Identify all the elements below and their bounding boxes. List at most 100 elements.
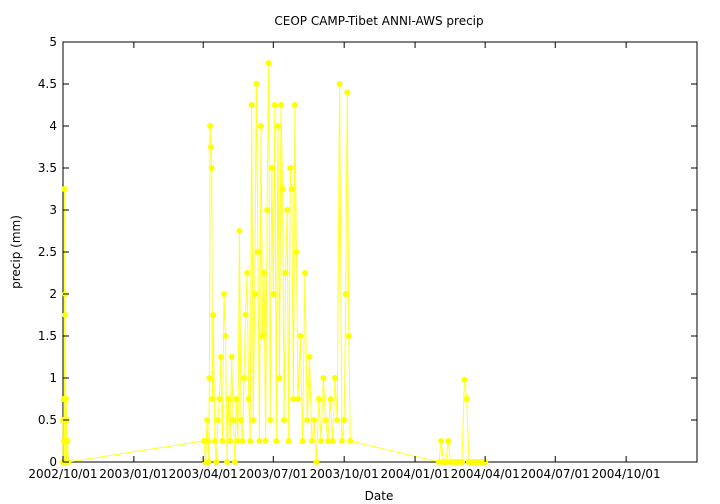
data-point — [278, 102, 284, 108]
data-point — [230, 417, 237, 423]
data-point — [248, 102, 255, 108]
data-point — [221, 291, 227, 297]
data-point — [284, 207, 291, 213]
data-point — [204, 438, 211, 444]
data-point — [250, 417, 257, 423]
x-tick-label: 2003/04/01 — [169, 467, 238, 481]
data-point — [213, 459, 220, 465]
data-point — [327, 396, 334, 402]
data-point — [322, 417, 329, 423]
x-tick-label: 2004/04/01 — [451, 467, 520, 481]
y-tick-label: 5 — [49, 35, 57, 49]
data-point — [331, 375, 338, 381]
data-point — [209, 396, 216, 402]
y-tick-label: 0 — [49, 455, 57, 469]
data-point — [233, 396, 240, 402]
data-point — [245, 396, 252, 402]
data-point — [320, 375, 327, 381]
data-point — [287, 165, 294, 171]
data-point — [62, 312, 69, 318]
data-point — [204, 417, 211, 423]
data-point — [297, 333, 304, 339]
data-point — [282, 270, 289, 276]
data-point — [273, 438, 280, 444]
plot-border — [62, 41, 698, 463]
data-point — [206, 375, 213, 381]
y-tick-label: 0.5 — [38, 413, 57, 427]
data-point — [224, 459, 231, 465]
data-point — [274, 123, 281, 129]
data-point — [264, 207, 271, 213]
data-point — [205, 459, 212, 465]
y-tick-label: 4.5 — [38, 77, 57, 91]
data-point — [208, 165, 215, 171]
data-point — [251, 291, 258, 297]
y-tick-label: 3.5 — [38, 161, 57, 175]
data-point — [228, 354, 235, 360]
data-point — [285, 438, 292, 444]
data-point — [325, 438, 331, 444]
data-point — [329, 438, 336, 444]
data-point — [236, 228, 243, 234]
data-point — [258, 123, 264, 129]
data-point — [291, 102, 298, 108]
data-point — [438, 438, 445, 444]
data-point — [290, 396, 297, 402]
data-point — [315, 396, 322, 402]
data-point — [214, 417, 221, 423]
data-point — [219, 438, 226, 444]
data-point — [445, 438, 452, 444]
series-line — [62, 62, 486, 463]
y-tick-label: 1.5 — [38, 329, 57, 343]
data-point — [216, 396, 223, 402]
data-point — [271, 102, 278, 108]
data-point — [261, 270, 268, 276]
data-point — [268, 165, 275, 171]
y-axis-label: precip (mm) — [9, 215, 23, 289]
data-point — [265, 60, 272, 66]
data-point — [262, 438, 269, 444]
data-point — [318, 438, 325, 444]
data-point — [64, 438, 71, 444]
data-point — [293, 249, 300, 255]
data-point — [463, 396, 470, 402]
data-point — [279, 186, 286, 192]
data-point — [341, 417, 348, 423]
series-layer — [60, 60, 489, 465]
data-point — [288, 186, 295, 192]
data-point — [276, 375, 283, 381]
data-point — [256, 438, 263, 444]
data-point — [63, 396, 70, 402]
x-tick-label: 2003/10/01 — [310, 467, 379, 481]
y-tick-label: 2.5 — [38, 245, 57, 259]
y-tick-label: 2 — [49, 287, 57, 301]
data-point — [259, 333, 266, 339]
x-tick-label: 2002/10/01 — [28, 467, 97, 481]
data-point — [238, 417, 244, 423]
data-point — [267, 417, 274, 423]
data-point — [306, 354, 313, 360]
data-point — [239, 438, 246, 444]
y-tick-label: 1 — [49, 371, 57, 385]
data-point — [345, 333, 352, 339]
data-point — [311, 417, 318, 423]
x-tick-label: 2004/07/01 — [521, 467, 590, 481]
data-point — [299, 438, 306, 444]
x-tick-label: 2004/10/01 — [592, 467, 661, 481]
data-point — [435, 459, 442, 465]
data-point — [247, 438, 254, 444]
data-point — [227, 438, 234, 444]
x-axis: 2002/10/01 2003/01/01 2003/04/01 2003/07/01… — [28, 42, 661, 481]
data-point — [334, 417, 341, 423]
data-point — [222, 333, 229, 339]
data-point — [61, 186, 68, 192]
x-axis-label: Date — [365, 489, 394, 503]
data-point — [253, 81, 260, 87]
data-point — [308, 438, 315, 444]
data-point — [242, 312, 249, 318]
y-tick-label: 4 — [49, 119, 57, 133]
data-point — [304, 417, 311, 423]
data-point — [231, 459, 238, 465]
x-tick-label: 2004/01/01 — [380, 467, 449, 481]
data-point — [295, 396, 301, 402]
